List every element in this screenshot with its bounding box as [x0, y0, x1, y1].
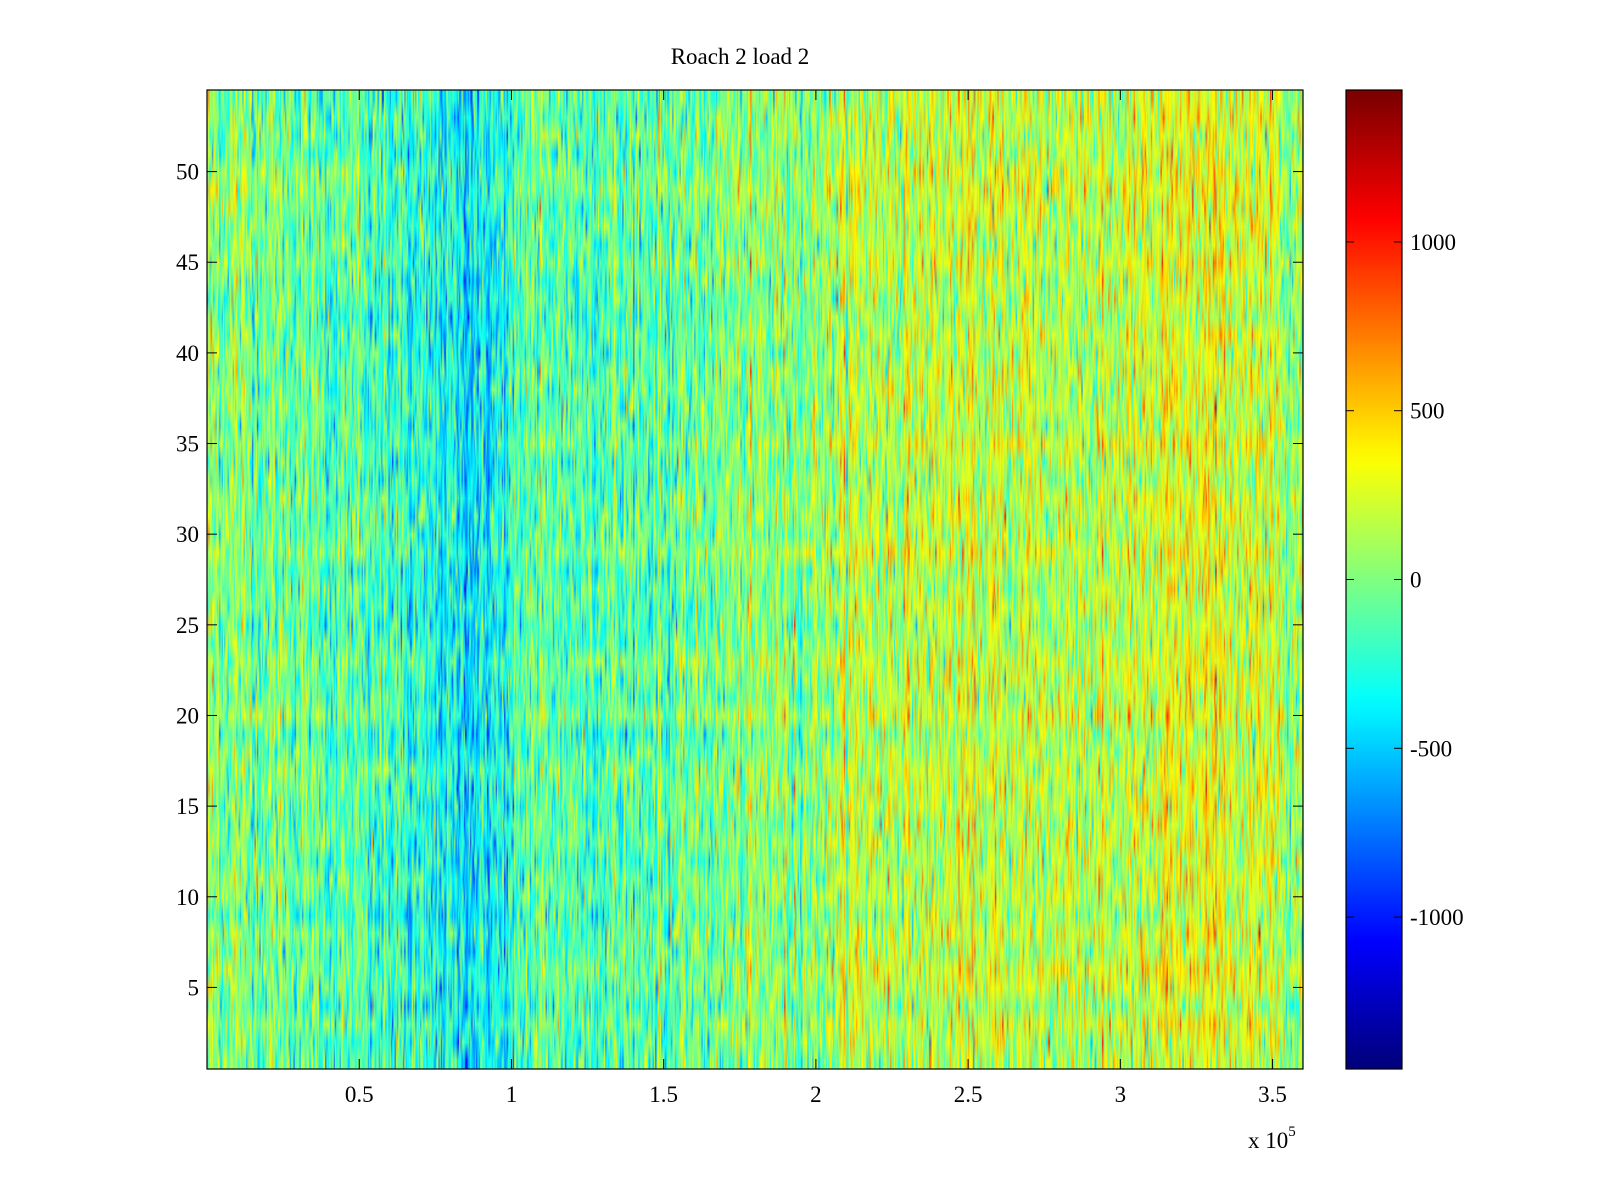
y-tick-label: 50: [176, 160, 199, 185]
x-exponent-base: x 10: [1248, 1128, 1288, 1153]
colorbar-ticks: -1000 -500 0 500 1000: [1346, 230, 1464, 930]
x-tick-label: 2.5: [954, 1082, 983, 1107]
y-tick-label: 5: [188, 975, 200, 1000]
colorbar-tick-label: 0: [1410, 568, 1422, 593]
y-tick-label: 45: [176, 250, 199, 275]
colorbar-tick-label: -500: [1410, 736, 1452, 761]
x-axis-ticks: 0.5 1 1.5 2 2.5 3 3.5: [345, 90, 1287, 1107]
x-tick-label: 1.5: [649, 1082, 678, 1107]
x-exponent-label: x 105: [1248, 1124, 1296, 1153]
y-tick-label: 30: [176, 522, 199, 547]
y-axis-ticks: 5 10 15 20 25 30 35 40 45 50: [176, 160, 1303, 1000]
y-tick-label: 40: [176, 341, 199, 366]
x-tick-label: 3.5: [1258, 1082, 1287, 1107]
colorbar-gradient: [1346, 90, 1402, 1069]
colorbar-tick-label: -1000: [1410, 905, 1464, 930]
chart-title: Roach 2 load 2: [671, 44, 810, 69]
x-tick-label: 3: [1115, 1082, 1127, 1107]
heatmap-plot-area: 0.5 1 1.5 2 2.5 3 3.5 5 10 15 20 25 30 35 40 45 50: [176, 89, 1304, 1107]
y-tick-label: 25: [176, 613, 199, 638]
x-exponent-power: 5: [1288, 1124, 1296, 1140]
y-tick-label: 20: [176, 703, 199, 728]
colorbar-tick-label: 500: [1410, 399, 1445, 424]
heatmap-cells: [207, 90, 1303, 1069]
colorbar-tick-label: 1000: [1410, 230, 1456, 255]
y-tick-label: 35: [176, 432, 199, 457]
x-tick-label: 2: [810, 1082, 822, 1107]
x-tick-label: 0.5: [345, 1082, 374, 1107]
y-tick-label: 15: [176, 794, 199, 819]
x-tick-label: 1: [506, 1082, 518, 1107]
plot-frame: [206, 89, 1304, 1070]
colorbar: -1000 -500 0 500 1000: [1345, 89, 1464, 1070]
y-tick-label: 10: [176, 885, 199, 910]
